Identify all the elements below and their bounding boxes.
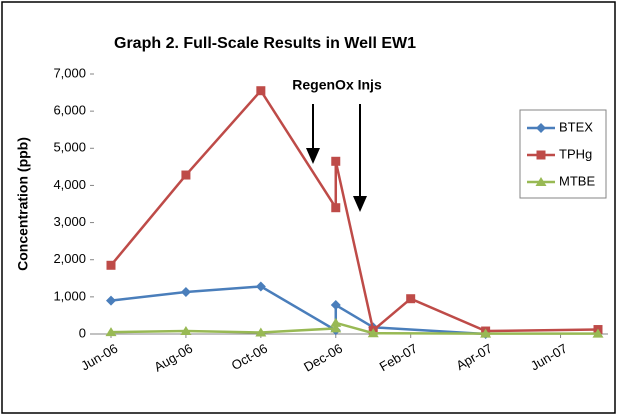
marker [367,328,379,338]
annotation-arrows [306,104,367,212]
chart-title: Graph 2. Full-Scale Results in Well EW1 [114,35,416,52]
marker [330,300,341,311]
y-tick-label: 1,000 [53,288,86,303]
y-tick-label: 5,000 [53,140,86,155]
marker [331,203,341,213]
marker [106,295,116,306]
marker [536,150,546,160]
legend-label: BTEX [559,119,593,134]
marker [180,287,191,298]
marker [406,294,416,304]
marker [256,86,266,96]
marker [181,170,191,180]
marker [106,260,116,270]
marker [255,281,266,292]
marker [535,177,547,186]
y-tick-label: 3,000 [53,214,86,229]
marker [105,327,117,337]
y-axis-label: Concentration (ppb) [15,137,31,271]
marker [480,328,492,338]
marker [331,156,341,166]
marker [255,327,267,337]
y-tick-label: 0 [79,325,86,340]
marker [180,326,192,336]
y-tick-label: 4,000 [53,177,86,192]
y-tick-label: 7,000 [53,65,86,80]
marker [536,123,546,133]
legend-label: TPHg [559,146,592,161]
y-tick-label: 6,000 [53,103,86,118]
legend-label: MTBE [559,173,595,188]
annotation: RegenOx Injs [292,77,382,93]
marker [330,317,342,327]
marker [330,323,342,333]
marker [592,328,604,338]
legend: BTEX TPHg MTBE [519,109,607,199]
y-tick-label: 2,000 [53,251,86,266]
